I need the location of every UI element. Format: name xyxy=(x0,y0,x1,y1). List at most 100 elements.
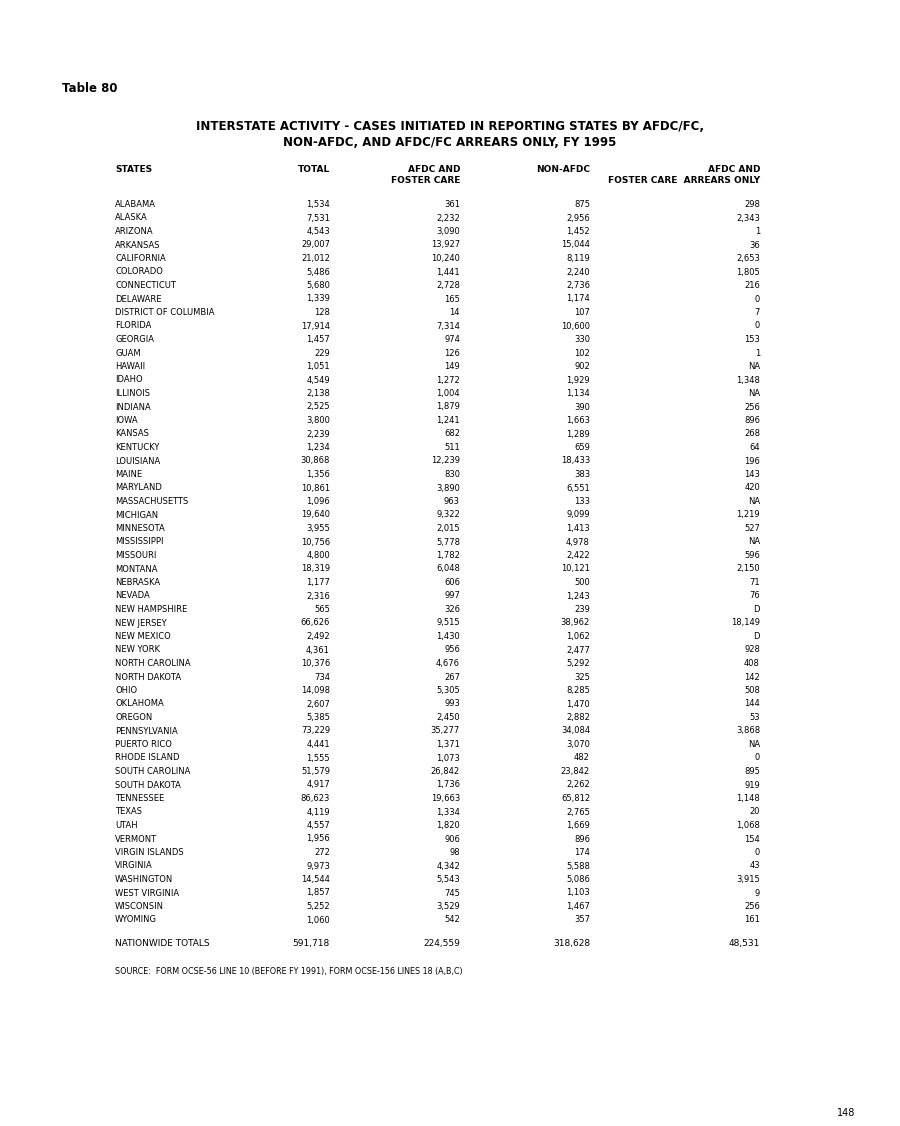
Text: SOUTH DAKOTA: SOUTH DAKOTA xyxy=(115,780,181,789)
Text: AFDC AND: AFDC AND xyxy=(408,166,460,175)
Text: 65,812: 65,812 xyxy=(561,794,590,803)
Text: 896: 896 xyxy=(744,415,760,425)
Text: 2,736: 2,736 xyxy=(566,282,590,291)
Text: AFDC AND: AFDC AND xyxy=(707,166,760,175)
Text: 1,879: 1,879 xyxy=(436,402,460,411)
Text: NEW HAMPSHIRE: NEW HAMPSHIRE xyxy=(115,605,187,614)
Text: OREGON: OREGON xyxy=(115,713,152,722)
Text: 1,534: 1,534 xyxy=(306,200,330,209)
Text: 4,342: 4,342 xyxy=(436,861,460,870)
Text: MASSACHUSETTS: MASSACHUSETTS xyxy=(115,497,188,506)
Text: 8,119: 8,119 xyxy=(566,254,590,263)
Text: 64: 64 xyxy=(750,443,760,452)
Text: NORTH CAROLINA: NORTH CAROLINA xyxy=(115,659,191,668)
Text: 3,529: 3,529 xyxy=(436,902,460,911)
Text: 165: 165 xyxy=(444,295,460,304)
Text: 1,457: 1,457 xyxy=(306,336,330,345)
Text: 1,820: 1,820 xyxy=(436,821,460,830)
Text: 38,962: 38,962 xyxy=(561,618,590,627)
Text: 19,640: 19,640 xyxy=(301,510,330,519)
Text: 591,718: 591,718 xyxy=(292,939,330,948)
Text: 10,861: 10,861 xyxy=(301,483,330,492)
Text: NEW MEXICO: NEW MEXICO xyxy=(115,632,171,641)
Text: 1,243: 1,243 xyxy=(566,591,590,600)
Text: 142: 142 xyxy=(744,672,760,681)
Text: 0: 0 xyxy=(755,848,760,857)
Text: 682: 682 xyxy=(444,429,460,438)
Text: 17,914: 17,914 xyxy=(301,322,330,331)
Text: 1,736: 1,736 xyxy=(436,780,460,789)
Text: 5,385: 5,385 xyxy=(306,713,330,722)
Text: 154: 154 xyxy=(744,834,760,843)
Text: VERMONT: VERMONT xyxy=(115,834,158,843)
Text: 5,305: 5,305 xyxy=(436,686,460,695)
Text: 1,371: 1,371 xyxy=(436,740,460,749)
Text: 318,628: 318,628 xyxy=(553,939,590,948)
Text: 875: 875 xyxy=(574,200,590,209)
Text: 1,470: 1,470 xyxy=(566,699,590,708)
Text: 35,277: 35,277 xyxy=(431,726,460,735)
Text: VIRGIN ISLANDS: VIRGIN ISLANDS xyxy=(115,848,184,857)
Text: 1,441: 1,441 xyxy=(436,268,460,277)
Text: 508: 508 xyxy=(744,686,760,695)
Text: 1,430: 1,430 xyxy=(436,632,460,641)
Text: 53: 53 xyxy=(750,713,760,722)
Text: INDIANA: INDIANA xyxy=(115,402,151,411)
Text: HAWAII: HAWAII xyxy=(115,361,145,370)
Text: 3,915: 3,915 xyxy=(736,875,760,884)
Text: UTAH: UTAH xyxy=(115,821,138,830)
Text: 2,492: 2,492 xyxy=(306,632,330,641)
Text: 107: 107 xyxy=(574,309,590,318)
Text: 2,232: 2,232 xyxy=(436,214,460,223)
Text: 1,348: 1,348 xyxy=(736,375,760,384)
Text: 1,452: 1,452 xyxy=(566,227,590,236)
Text: 919: 919 xyxy=(744,780,760,789)
Text: 86,623: 86,623 xyxy=(301,794,330,803)
Text: 745: 745 xyxy=(444,888,460,897)
Text: 4,361: 4,361 xyxy=(306,645,330,654)
Text: 420: 420 xyxy=(744,483,760,492)
Text: 1,663: 1,663 xyxy=(566,415,590,425)
Text: 1,051: 1,051 xyxy=(306,361,330,370)
Text: 1,555: 1,555 xyxy=(306,753,330,762)
Text: 1,068: 1,068 xyxy=(736,821,760,830)
Text: ILLINOIS: ILLINOIS xyxy=(115,388,150,397)
Text: 224,559: 224,559 xyxy=(423,939,460,948)
Text: 974: 974 xyxy=(444,336,460,345)
Text: 4,119: 4,119 xyxy=(306,807,330,816)
Text: 20: 20 xyxy=(750,807,760,816)
Text: 963: 963 xyxy=(444,497,460,506)
Text: 1,956: 1,956 xyxy=(306,834,330,843)
Text: 895: 895 xyxy=(744,767,760,776)
Text: GEORGIA: GEORGIA xyxy=(115,336,154,345)
Text: LOUISIANA: LOUISIANA xyxy=(115,456,160,465)
Text: NA: NA xyxy=(748,497,760,506)
Text: PENNSYLVANIA: PENNSYLVANIA xyxy=(115,726,178,735)
Text: MISSOURI: MISSOURI xyxy=(115,551,157,560)
Text: PUERTO RICO: PUERTO RICO xyxy=(115,740,172,749)
Text: 2,150: 2,150 xyxy=(736,564,760,573)
Text: 0: 0 xyxy=(755,295,760,304)
Text: 10,121: 10,121 xyxy=(561,564,590,573)
Text: 2,239: 2,239 xyxy=(306,429,330,438)
Text: 659: 659 xyxy=(574,443,590,452)
Text: 1: 1 xyxy=(755,349,760,357)
Text: 2,240: 2,240 xyxy=(566,268,590,277)
Text: 928: 928 xyxy=(744,645,760,654)
Text: TENNESSEE: TENNESSEE xyxy=(115,794,164,803)
Text: 9: 9 xyxy=(755,888,760,897)
Text: NON-AFDC: NON-AFDC xyxy=(536,166,590,175)
Text: MONTANA: MONTANA xyxy=(115,564,158,573)
Text: 1,062: 1,062 xyxy=(566,632,590,641)
Text: FOSTER CARE: FOSTER CARE xyxy=(391,176,460,185)
Text: D: D xyxy=(753,632,760,641)
Text: 896: 896 xyxy=(574,834,590,843)
Text: 1,289: 1,289 xyxy=(566,429,590,438)
Text: 383: 383 xyxy=(574,470,590,479)
Text: 256: 256 xyxy=(744,402,760,411)
Text: 596: 596 xyxy=(744,551,760,560)
Text: 196: 196 xyxy=(744,456,760,465)
Text: 1,148: 1,148 xyxy=(736,794,760,803)
Text: 1,103: 1,103 xyxy=(566,888,590,897)
Text: 357: 357 xyxy=(574,915,590,924)
